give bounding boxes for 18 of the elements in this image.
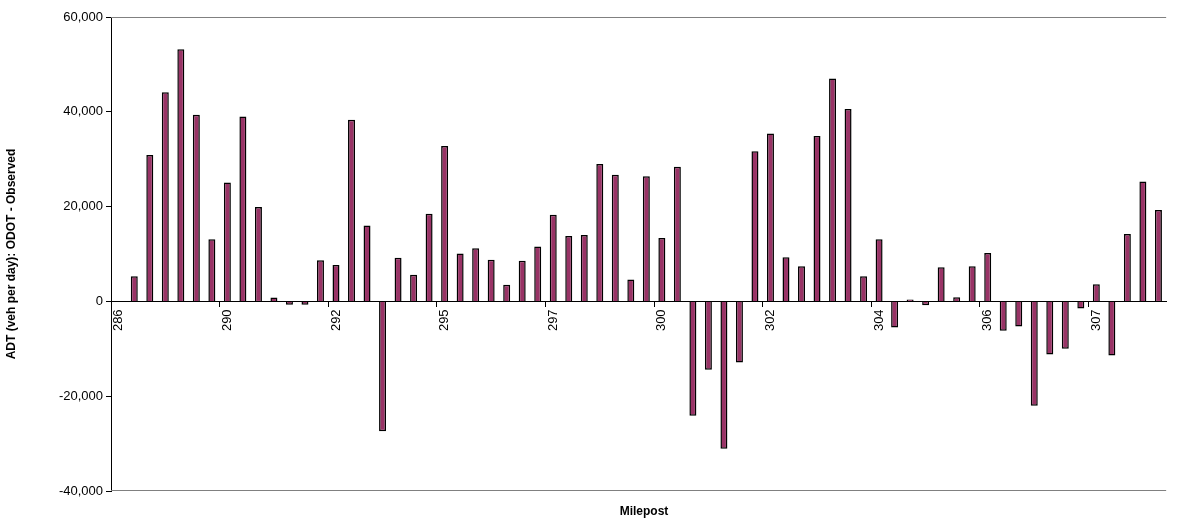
y-tick-label: 20,000 xyxy=(63,198,103,214)
y-tick-label: 0 xyxy=(95,292,103,308)
x-tick-label: 306 xyxy=(979,309,995,332)
x-tick-label: 292 xyxy=(327,309,343,332)
y-tick-label: 60,000 xyxy=(63,8,103,24)
x-tick-label: 307 xyxy=(1087,309,1103,332)
x-tick-label: 297 xyxy=(544,309,560,332)
x-tick-label: 286 xyxy=(110,309,126,332)
y-tick-label: -20,000 xyxy=(58,387,103,403)
x-axis-title: Milepost xyxy=(618,504,670,518)
x-tick-label: 302 xyxy=(762,309,778,332)
x-tick-label: 300 xyxy=(653,309,669,332)
y-tick-label: 40,000 xyxy=(63,103,103,119)
y-axis-title: ADT (veh per day): ODOT - Observed xyxy=(3,148,18,360)
x-tick-label: 295 xyxy=(436,309,452,332)
x-tick-label: 290 xyxy=(218,309,234,332)
y-tick-label: -40,000 xyxy=(58,482,103,498)
x-tick-label: 304 xyxy=(870,309,886,332)
